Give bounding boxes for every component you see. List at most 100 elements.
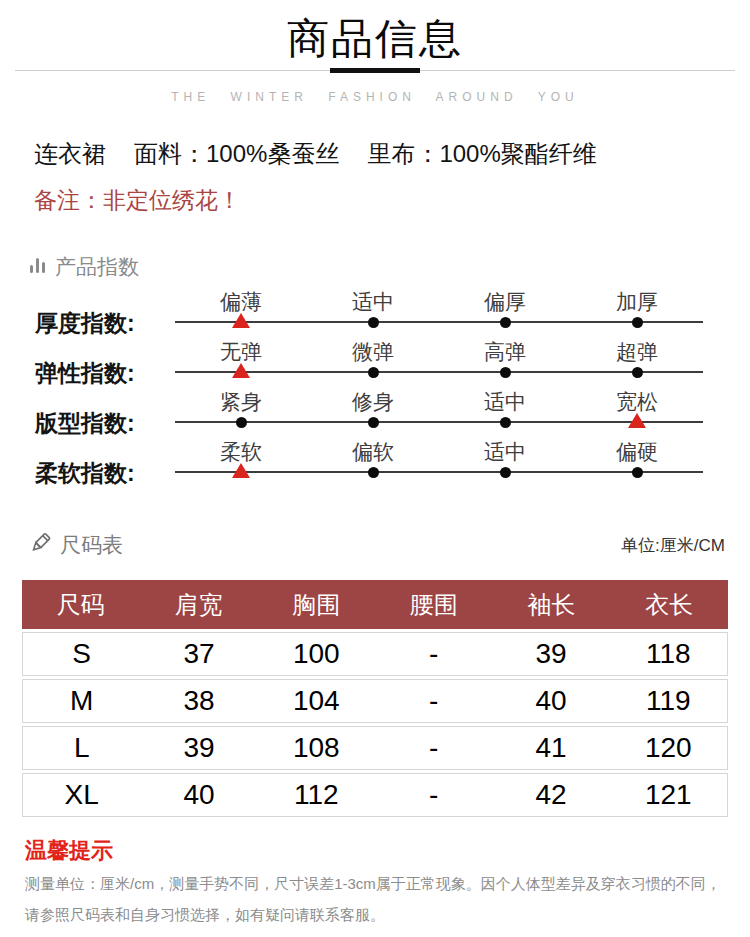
index-marker bbox=[368, 417, 379, 428]
index-option-label: 紧身 bbox=[181, 390, 301, 414]
size-col-header: 尺码 bbox=[22, 589, 140, 621]
size-cell: 39 bbox=[492, 638, 609, 670]
index-row-softness: 柔软指数: 柔软 偏软 适中 偏硬 bbox=[0, 434, 750, 484]
index-option-label: 偏硬 bbox=[577, 440, 697, 464]
index-stop: 紧身 bbox=[181, 384, 301, 414]
size-cell: 40 bbox=[140, 779, 257, 811]
fabric-label: 面料：100%桑蚕丝 bbox=[134, 140, 339, 167]
index-stop: 适中 bbox=[313, 284, 433, 314]
index-stop: 偏硬 bbox=[577, 434, 697, 464]
size-cell: L bbox=[23, 732, 140, 764]
tips-line: 请参照尺码表和自身习惯选择，如有疑问请联系客服。 bbox=[25, 899, 740, 930]
index-marker bbox=[632, 317, 643, 328]
index-marker bbox=[368, 317, 379, 328]
size-cell: 118 bbox=[610, 638, 727, 670]
size-cell: - bbox=[375, 638, 492, 670]
size-col-header: 胸围 bbox=[257, 589, 375, 621]
subtitle: THE WINTER FASHION AROUND YOU bbox=[0, 90, 750, 104]
index-stop: 适中 bbox=[445, 384, 565, 414]
index-marker bbox=[232, 363, 250, 378]
size-cell: 42 bbox=[492, 779, 609, 811]
index-stop: 加厚 bbox=[577, 284, 697, 314]
index-marker bbox=[236, 417, 247, 428]
index-stop: 微弹 bbox=[313, 334, 433, 364]
size-table: 尺码 肩宽 胸围 腰围 袖长 衣长 S 37 100 - 39 118 M 38… bbox=[22, 580, 728, 817]
lining-label: 里布：100%聚酯纤维 bbox=[367, 140, 596, 167]
index-line bbox=[175, 471, 703, 473]
size-cell: 108 bbox=[258, 732, 375, 764]
size-cell: 37 bbox=[140, 638, 257, 670]
index-section-title: 产品指数 bbox=[28, 253, 139, 281]
index-marker bbox=[232, 313, 250, 328]
index-option-label: 微弹 bbox=[313, 340, 433, 364]
index-marker bbox=[500, 367, 511, 378]
index-option-label: 适中 bbox=[313, 290, 433, 314]
size-cell: S bbox=[23, 638, 140, 670]
index-section-label: 产品指数 bbox=[55, 253, 139, 281]
product-index-chart: 厚度指数: 偏薄 适中 偏厚 加厚 弹性指数: 无弹 微弹 高弹 超弹 版型指数… bbox=[0, 284, 750, 484]
index-marker bbox=[368, 467, 379, 478]
size-table-row: L 39 108 - 41 120 bbox=[22, 726, 728, 770]
index-option-label: 高弹 bbox=[445, 340, 565, 364]
index-marker bbox=[500, 417, 511, 428]
size-cell: 38 bbox=[140, 685, 257, 717]
size-col-header: 肩宽 bbox=[140, 589, 258, 621]
size-table-row: XL 40 112 - 42 121 bbox=[22, 773, 728, 817]
index-stop: 超弹 bbox=[577, 334, 697, 364]
index-stop: 柔软 bbox=[181, 434, 301, 464]
index-stop: 修身 bbox=[313, 384, 433, 414]
size-cell: 100 bbox=[258, 638, 375, 670]
tips-line: 测量单位：厘米/cm，测量手势不同，尺寸误差1-3cm属于正常现象。因个人体型差… bbox=[25, 868, 740, 899]
ruler-icon bbox=[28, 531, 52, 559]
index-track: 紧身 修身 适中 宽松 bbox=[175, 384, 703, 434]
index-option-label: 柔软 bbox=[181, 440, 301, 464]
index-marker bbox=[500, 317, 511, 328]
index-option-label: 偏薄 bbox=[181, 290, 301, 314]
title-divider bbox=[15, 70, 735, 71]
index-option-label: 超弹 bbox=[577, 340, 697, 364]
size-cell: XL bbox=[23, 779, 140, 811]
fabric-info: 连衣裙 面料：100%桑蚕丝 里布：100%聚酯纤维 bbox=[34, 138, 597, 170]
index-stop: 偏软 bbox=[313, 434, 433, 464]
size-cell: - bbox=[375, 732, 492, 764]
size-section-header: 尺码表 单位:厘米/CM bbox=[28, 531, 725, 559]
index-marker bbox=[628, 413, 646, 428]
index-track: 无弹 微弹 高弹 超弹 bbox=[175, 334, 703, 384]
product-note: 备注：非定位绣花！ bbox=[34, 185, 241, 216]
size-cell: M bbox=[23, 685, 140, 717]
index-row-thickness: 厚度指数: 偏薄 适中 偏厚 加厚 bbox=[0, 284, 750, 334]
size-col-header: 衣长 bbox=[610, 589, 728, 621]
size-section-label: 尺码表 bbox=[60, 531, 123, 559]
size-cell: 40 bbox=[492, 685, 609, 717]
index-marker bbox=[500, 467, 511, 478]
index-option-label: 宽松 bbox=[577, 390, 697, 414]
size-cell: 121 bbox=[610, 779, 727, 811]
index-option-label: 适中 bbox=[445, 390, 565, 414]
index-marker bbox=[368, 367, 379, 378]
size-cell: 104 bbox=[258, 685, 375, 717]
index-row-label: 柔软指数: bbox=[35, 458, 135, 489]
size-table-row: S 37 100 - 39 118 bbox=[22, 632, 728, 676]
index-stop: 高弹 bbox=[445, 334, 565, 364]
index-option-label: 修身 bbox=[313, 390, 433, 414]
index-option-label: 偏厚 bbox=[445, 290, 565, 314]
size-col-header: 袖长 bbox=[493, 589, 611, 621]
size-cell: 112 bbox=[258, 779, 375, 811]
title-divider-accent bbox=[330, 68, 420, 73]
index-option-label: 适中 bbox=[445, 440, 565, 464]
size-cell: 39 bbox=[140, 732, 257, 764]
product-name: 连衣裙 bbox=[34, 140, 106, 167]
index-marker bbox=[232, 463, 250, 478]
size-unit-label: 单位:厘米/CM bbox=[621, 534, 725, 557]
index-stop: 宽松 bbox=[577, 384, 697, 414]
index-track: 柔软 偏软 适中 偏硬 bbox=[175, 434, 703, 484]
index-marker bbox=[632, 367, 643, 378]
index-option-label: 无弹 bbox=[181, 340, 301, 364]
page-title: 商品信息 bbox=[0, 8, 750, 70]
size-cell: 41 bbox=[492, 732, 609, 764]
index-track: 偏薄 适中 偏厚 加厚 bbox=[175, 284, 703, 334]
index-stop: 偏厚 bbox=[445, 284, 565, 314]
size-table-header: 尺码 肩宽 胸围 腰围 袖长 衣长 bbox=[22, 580, 728, 629]
index-option-label: 偏软 bbox=[313, 440, 433, 464]
index-marker bbox=[632, 467, 643, 478]
